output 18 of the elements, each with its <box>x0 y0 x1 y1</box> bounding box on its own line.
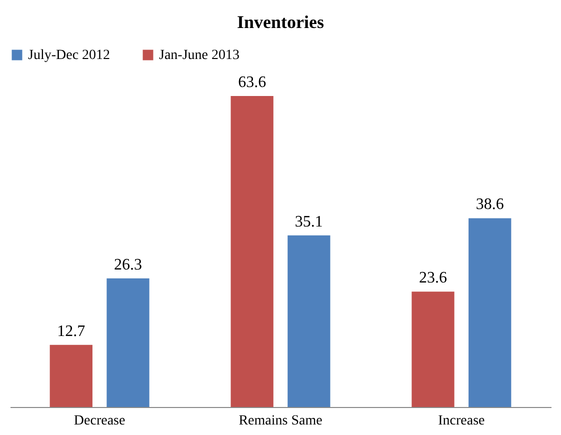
data-label: 35.1 <box>294 213 323 230</box>
data-label: 38.6 <box>476 196 504 214</box>
data-label: 12.7 <box>57 322 86 340</box>
bar <box>106 278 150 407</box>
data-label: 23.6 <box>419 270 448 287</box>
x-tick-label: Remains Same <box>238 414 322 428</box>
legend-label: July-Dec 2012 <box>28 48 110 63</box>
chart-title: Inventories <box>237 12 324 32</box>
data-label: 63.6 <box>238 74 266 91</box>
bar <box>412 292 454 407</box>
data-label: 26.3 <box>114 256 142 274</box>
bar <box>468 218 512 407</box>
legend-label: Jan-June 2013 <box>159 48 240 63</box>
bar <box>230 96 274 407</box>
bar <box>50 344 92 407</box>
x-tick-label: Decrease <box>74 414 126 428</box>
bar <box>288 235 330 407</box>
x-tick-label: Increase <box>438 414 485 428</box>
